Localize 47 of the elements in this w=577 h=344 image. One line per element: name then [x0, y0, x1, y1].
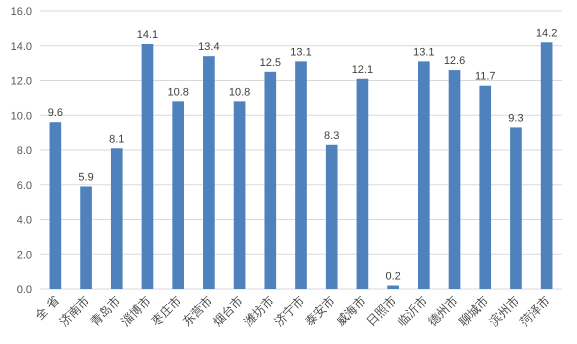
bar	[110, 148, 123, 289]
bar	[479, 86, 492, 289]
data-label: 12.5	[260, 56, 282, 69]
data-label: 13.1	[290, 46, 312, 58]
y-tick-label: 12.0	[10, 76, 32, 88]
data-label: 8.3	[324, 130, 340, 142]
data-label: 10.8	[228, 86, 250, 98]
x-tick-label: 枣庄市	[148, 293, 184, 329]
bar	[356, 78, 368, 289]
y-tick-label: 6.0	[16, 180, 32, 192]
y-tick-label: 10.0	[10, 110, 32, 122]
data-label: 12.1	[352, 64, 374, 76]
bar	[510, 127, 522, 289]
x-tick-label: 菏泽市	[517, 293, 553, 329]
y-tick-label: 4.0	[16, 214, 32, 226]
data-label: 9.3	[508, 112, 524, 124]
y-tick-label: 2.0	[16, 249, 32, 262]
bar	[203, 56, 215, 289]
bar	[418, 61, 430, 289]
bar	[234, 101, 246, 289]
data-label: 0.2	[385, 270, 401, 283]
y-tick-label: 0.0	[16, 284, 32, 296]
y-tick-label: 8.0	[16, 145, 32, 157]
data-label: 11.7	[474, 70, 496, 83]
bar	[387, 286, 399, 289]
data-label: 9.6	[48, 107, 63, 120]
data-label: 13.4	[198, 41, 220, 54]
data-label: 10.8	[167, 86, 189, 98]
data-label: 8.1	[109, 133, 124, 146]
x-tick-label: 泰安市	[302, 293, 338, 329]
bar	[142, 44, 154, 289]
y-tick-label: 16.0	[10, 6, 32, 18]
bar	[448, 70, 460, 289]
bar	[264, 72, 276, 289]
y-tick-label: 14.0	[10, 40, 32, 53]
bar	[172, 101, 184, 289]
bar	[80, 186, 92, 289]
bar	[540, 42, 552, 289]
bar	[295, 61, 307, 289]
data-label: 14.1	[136, 29, 158, 42]
data-label: 12.6	[444, 55, 466, 68]
data-label: 14.2	[536, 27, 558, 40]
bar	[326, 144, 338, 289]
x-tick-label: 临沂市	[394, 293, 430, 329]
data-label: 13.1	[413, 46, 435, 58]
bar	[50, 122, 62, 289]
data-label: 5.9	[78, 171, 94, 184]
